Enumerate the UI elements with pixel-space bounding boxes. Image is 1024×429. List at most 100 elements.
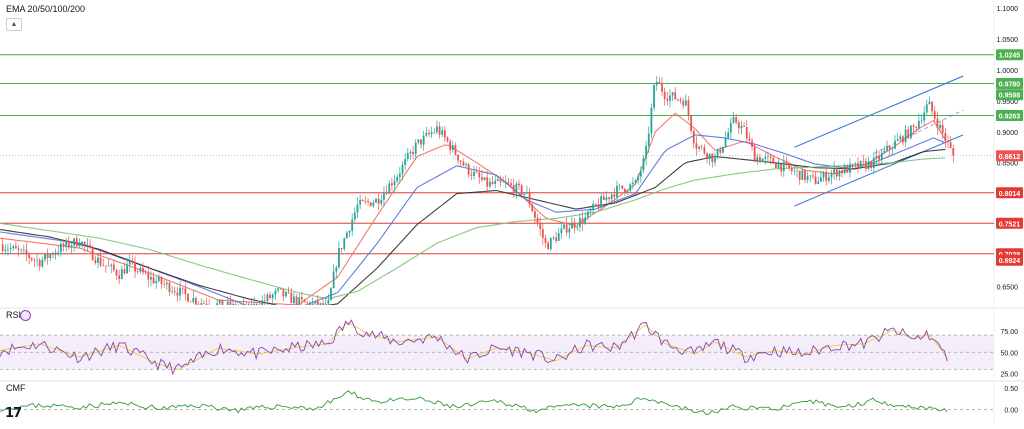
candle-body [631, 182, 634, 185]
collapse-chevron-icon[interactable]: ▲ [6, 18, 22, 31]
candle-body [523, 193, 526, 195]
candle-body [255, 303, 258, 305]
candle-body [695, 143, 698, 149]
candle-body [751, 140, 753, 147]
candle-body [44, 253, 46, 260]
candle-body [931, 101, 933, 112]
candle-body [187, 293, 189, 302]
candle-body [372, 202, 375, 207]
candle-body [565, 224, 568, 233]
candle-body [52, 254, 54, 256]
candle-body [454, 145, 457, 155]
candle-body [391, 183, 393, 186]
candle-body [65, 240, 68, 247]
candle-body [822, 172, 825, 178]
cmf-label[interactable]: CMF [6, 383, 26, 393]
candle-body [412, 152, 414, 155]
candle-body [285, 291, 287, 297]
candle-body [364, 200, 367, 202]
candle-body [184, 288, 187, 294]
candle-body [841, 170, 843, 174]
candle-body [592, 203, 595, 211]
candle-body [798, 170, 801, 180]
candle-body [422, 135, 425, 145]
candle-body [544, 237, 547, 243]
candle-body [576, 226, 579, 228]
candle-body [650, 107, 653, 134]
rsi-settings-icon[interactable] [20, 310, 31, 321]
candle-body [732, 117, 735, 123]
candle-body [134, 261, 136, 272]
candle-body [899, 136, 902, 140]
candle-body [316, 300, 319, 305]
candle-body [22, 249, 25, 251]
candle-body [380, 199, 383, 204]
candle-body [859, 160, 862, 169]
candle-body [809, 175, 812, 177]
candle-body [663, 91, 666, 99]
candle-body [54, 252, 57, 256]
candle-body [939, 124, 941, 128]
candle-body [862, 160, 865, 162]
candle-body [626, 191, 629, 193]
rsi-label[interactable]: RSI [6, 310, 22, 320]
level-price-label: 0.9263 [999, 113, 1021, 120]
candle-body [319, 303, 322, 305]
candle-body [398, 173, 401, 178]
candle-body [404, 159, 407, 165]
candle-body [351, 219, 354, 231]
candle-body [20, 249, 23, 251]
candle-body [838, 170, 841, 177]
rsi-ma-line [0, 322, 948, 370]
candle-body [788, 163, 791, 169]
candle-body [393, 181, 396, 186]
candle-body [671, 92, 674, 96]
candle-body [639, 170, 642, 177]
candle-body [298, 297, 301, 305]
candle-body [120, 269, 123, 280]
candle-body [179, 287, 181, 296]
candle-body [573, 222, 576, 228]
candle-body [375, 198, 377, 203]
ema-indicator-label[interactable]: EMA 20/50/100/200 [6, 4, 86, 14]
candle-body [369, 202, 372, 207]
candle-body [269, 294, 271, 298]
candle-body [322, 303, 324, 305]
candle-body [928, 101, 931, 105]
channel-mid-line [873, 109, 964, 154]
candle-body [481, 177, 483, 180]
candle-body [857, 163, 859, 169]
cmf-y-tick: 0.00 [1004, 407, 1018, 414]
candle-body [907, 129, 910, 138]
candle-body [436, 126, 438, 133]
level-price-label: 0.8014 [999, 191, 1021, 198]
candle-body [504, 182, 507, 183]
candle-body [67, 240, 70, 248]
candle-body [722, 146, 724, 153]
candle-body [330, 288, 332, 301]
candle-body [584, 217, 587, 224]
candle-body [57, 251, 60, 253]
candle-body [690, 115, 693, 131]
candle-body [338, 248, 340, 268]
candle-body [870, 161, 873, 168]
extra-price-label: 0.6924 [999, 258, 1021, 265]
candle-body [507, 182, 510, 184]
candle-body [446, 137, 449, 142]
cmf-line [0, 390, 948, 416]
candle-body [796, 170, 798, 172]
candle-body [759, 157, 761, 162]
candle-body [70, 245, 73, 248]
candle-body [136, 271, 139, 273]
candle-body [743, 126, 745, 128]
candle-body [7, 249, 9, 251]
candle-body [706, 153, 708, 159]
candle-body [202, 303, 205, 304]
candle-body [208, 306, 210, 307]
candle-body [28, 254, 31, 259]
candle-body [817, 181, 820, 184]
main-plot-group [0, 76, 955, 307]
candle-body [441, 130, 444, 135]
